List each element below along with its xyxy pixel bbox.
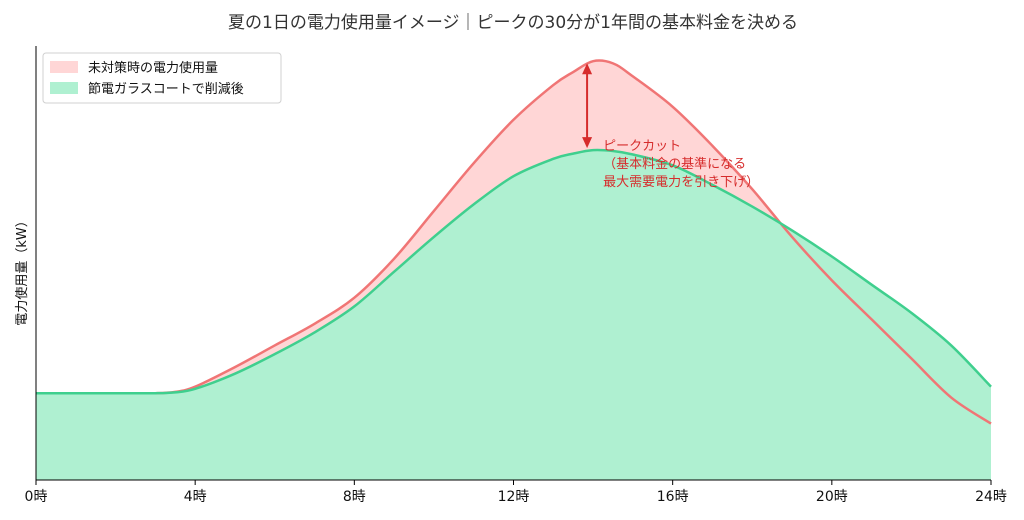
chart-title: 夏の1日の電力使用量イメージ｜ピークの30分が1年間の基本料金を決める [228, 12, 798, 33]
series-2-line [36, 148, 992, 395]
x-tick-label: 20時 [816, 489, 848, 505]
legend-label: 未対策時の電力使用量 [88, 60, 218, 76]
axes: 0時 4時 8時 12時 16時 20時 24時 [25, 46, 1007, 505]
legend-swatch [50, 82, 78, 94]
peak-cut-label-line: （基本料金の基準になる [603, 156, 746, 172]
series-2-area [36, 150, 991, 480]
y-axis-label: 電力使用量（kW） [14, 214, 30, 325]
peak-cut-arrow-head-up [582, 63, 593, 75]
peak-cut-label-line: 最大需要電力を引き下げ） [603, 175, 759, 190]
legend-swatch [50, 61, 78, 73]
x-tick-label: 0時 [25, 489, 48, 505]
x-tick-label: 16時 [657, 489, 689, 505]
x-tick-label: 8時 [343, 489, 366, 505]
x-tick-label: 4時 [184, 489, 207, 505]
x-tick-label: 24時 [975, 489, 1007, 505]
peak-cut-label-line: ピークカット [603, 139, 681, 154]
x-tick-label: 12時 [498, 489, 530, 505]
plot-areas [36, 59, 992, 480]
peak-cut-arrow-head-down [582, 137, 593, 149]
legend-box [42, 52, 282, 104]
legend-label: 節電ガラスコートで削減後 [88, 81, 244, 97]
